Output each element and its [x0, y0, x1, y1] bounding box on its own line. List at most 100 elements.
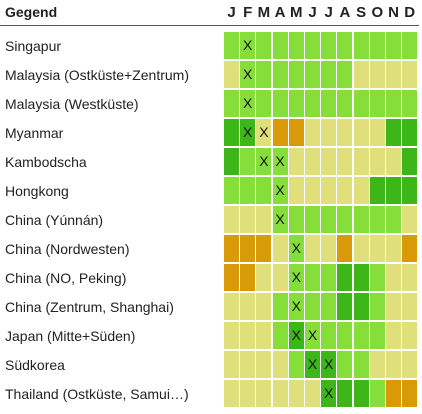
region-label: China (Nordwesten)	[5, 241, 130, 257]
region-label: Japan (Mitte+Süden)	[5, 328, 136, 344]
header-title: Gegend	[5, 4, 58, 20]
climate-cell	[272, 61, 288, 88]
climate-cell	[224, 264, 239, 291]
climate-cell	[337, 380, 353, 407]
month-label: J	[324, 4, 333, 21]
climate-cell	[337, 61, 353, 88]
recommended-month-mark: X	[307, 356, 318, 372]
climate-cell	[353, 264, 369, 291]
climate-cell	[337, 32, 353, 59]
region-label: Südkorea	[5, 357, 65, 373]
climate-cell	[240, 322, 256, 349]
climate-cell	[288, 148, 304, 175]
climate-cell	[402, 90, 418, 117]
climate-cell	[224, 380, 239, 407]
climate-cell	[305, 380, 320, 407]
climate-cell	[305, 119, 320, 146]
climate-cell	[288, 293, 304, 320]
climate-cell	[353, 90, 369, 117]
climate-cell	[353, 322, 369, 349]
climate-cell	[321, 293, 337, 320]
month-label: S	[356, 4, 367, 21]
climate-cell	[337, 206, 353, 233]
recommended-month-mark: X	[324, 356, 334, 372]
climate-cell	[353, 206, 369, 233]
climate-cell	[386, 119, 401, 146]
climate-cell	[240, 206, 256, 233]
climate-cell	[305, 293, 320, 320]
climate-cell	[353, 61, 369, 88]
climate-cell	[272, 148, 288, 175]
climate-cell	[256, 206, 272, 233]
region-label: Kambodscha	[5, 154, 87, 170]
recommended-month-mark: X	[259, 153, 269, 169]
climate-cell	[240, 351, 256, 378]
climate-cell	[386, 293, 401, 320]
climate-cell	[402, 177, 418, 204]
climate-cell	[288, 351, 304, 378]
recommended-month-mark: X	[307, 327, 318, 343]
climate-cell	[240, 235, 256, 262]
climate-cell	[321, 206, 337, 233]
recommended-month-mark: X	[291, 298, 301, 314]
climate-cell	[272, 119, 288, 146]
month-label: N	[388, 4, 399, 21]
climate-cell	[386, 380, 401, 407]
month-label: O	[371, 4, 384, 21]
climate-cell	[240, 177, 256, 204]
climate-cell	[224, 61, 239, 88]
recommended-month-mark: X	[243, 124, 253, 140]
climate-cell	[353, 351, 369, 378]
climate-cell	[386, 32, 401, 59]
climate-cell	[272, 90, 288, 117]
climate-cell	[402, 264, 418, 291]
climate-cell	[272, 264, 288, 291]
climate-cell	[321, 90, 337, 117]
region-label: Myanmar	[5, 125, 64, 141]
climate-cell	[240, 90, 256, 117]
climate-cell	[386, 322, 401, 349]
climate-cell	[256, 148, 272, 175]
climate-cell	[402, 322, 418, 349]
climate-cell	[369, 148, 385, 175]
climate-cell	[272, 235, 288, 262]
climate-cell	[386, 90, 401, 117]
climate-cell	[224, 148, 239, 175]
climate-cell	[288, 177, 304, 204]
climate-cell	[369, 119, 385, 146]
climate-cell	[256, 61, 272, 88]
climate-cell	[256, 32, 272, 59]
recommended-month-mark: X	[259, 124, 269, 140]
climate-cell	[386, 61, 401, 88]
climate-cell	[305, 148, 320, 175]
climate-cell	[240, 293, 256, 320]
recommended-month-mark: X	[275, 182, 285, 198]
climate-cell	[353, 293, 369, 320]
climate-cell	[256, 380, 272, 407]
climate-cell	[369, 380, 385, 407]
recommended-month-mark: X	[243, 66, 253, 82]
month-label: F	[243, 4, 253, 21]
recommended-month-mark: X	[324, 385, 334, 401]
month-label: M	[257, 4, 271, 21]
climate-cell	[224, 119, 239, 146]
recommended-month-mark: X	[291, 269, 301, 285]
climate-cell	[321, 177, 337, 204]
recommended-month-mark: X	[291, 327, 301, 343]
climate-cell	[224, 177, 239, 204]
climate-cell	[402, 119, 418, 146]
climate-cell	[337, 351, 353, 378]
month-label: J	[308, 4, 317, 21]
recommended-month-mark: X	[243, 37, 253, 53]
recommended-month-mark: X	[275, 153, 285, 169]
climate-cell	[256, 235, 272, 262]
climate-cell	[224, 351, 239, 378]
climate-cell	[369, 351, 385, 378]
climate-cell	[369, 32, 385, 59]
climate-cell	[386, 148, 401, 175]
climate-cell	[402, 206, 418, 233]
climate-cell	[288, 61, 304, 88]
climate-cell	[337, 177, 353, 204]
climate-cell	[224, 235, 239, 262]
climate-cell	[402, 61, 418, 88]
